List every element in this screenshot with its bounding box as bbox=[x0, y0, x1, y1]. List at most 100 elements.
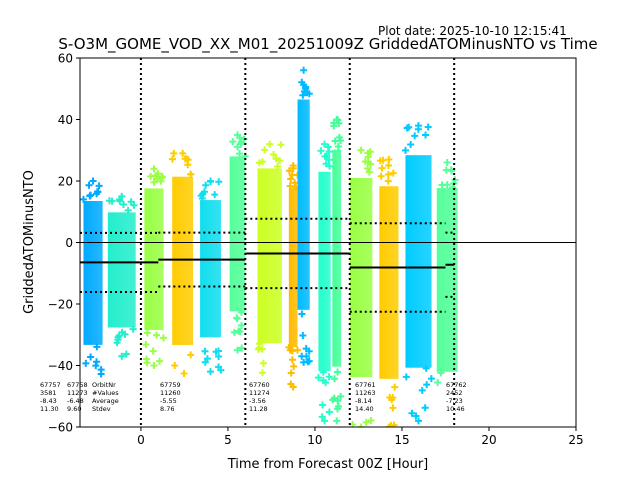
plus-marker bbox=[233, 314, 241, 322]
plus-marker bbox=[152, 331, 160, 339]
plus-marker bbox=[305, 90, 313, 98]
plus-marker bbox=[85, 181, 93, 189]
cluster-core bbox=[144, 188, 164, 331]
stat-row-label: OrbitNr bbox=[92, 381, 116, 389]
orbit-stat-text: 67760 bbox=[249, 381, 270, 389]
plus-marker bbox=[143, 359, 151, 367]
plus-marker bbox=[333, 116, 341, 123]
plus-marker bbox=[386, 393, 394, 401]
plus-marker bbox=[87, 191, 95, 199]
plus-marker bbox=[266, 140, 274, 148]
plus-marker bbox=[179, 149, 187, 157]
plus-marker bbox=[234, 327, 242, 335]
plus-marker bbox=[127, 198, 135, 206]
cluster-core bbox=[257, 168, 282, 344]
cluster-1 bbox=[105, 192, 138, 360]
plus-marker bbox=[443, 159, 451, 167]
plus-marker bbox=[319, 368, 327, 376]
orbit-stat-text: 14.40 bbox=[355, 405, 374, 413]
plus-marker bbox=[391, 383, 399, 391]
plus-marker bbox=[289, 383, 297, 391]
x-tick-label: 20 bbox=[481, 433, 496, 447]
cluster-core bbox=[379, 186, 399, 379]
plus-marker bbox=[424, 123, 432, 131]
y-tick-label: 0 bbox=[65, 236, 73, 250]
orbit-stat-text: -8.43 bbox=[40, 397, 57, 405]
plus-marker bbox=[317, 147, 325, 155]
plus-marker bbox=[335, 133, 343, 141]
plus-marker bbox=[122, 350, 130, 358]
plus-marker bbox=[337, 392, 345, 400]
plus-marker bbox=[422, 364, 430, 372]
plus-marker bbox=[156, 357, 164, 365]
plus-marker bbox=[364, 149, 372, 157]
cluster-core bbox=[229, 156, 246, 312]
plus-marker bbox=[80, 195, 87, 203]
plus-marker bbox=[170, 149, 178, 157]
x-tick-label: 25 bbox=[568, 433, 583, 447]
cluster-core bbox=[107, 212, 136, 328]
plus-marker bbox=[448, 167, 456, 175]
plus-marker bbox=[318, 413, 326, 421]
plus-marker bbox=[183, 155, 191, 163]
plus-marker bbox=[364, 165, 372, 173]
plus-marker bbox=[288, 347, 296, 355]
plus-marker bbox=[411, 132, 419, 140]
plus-marker bbox=[401, 146, 409, 154]
plus-marker bbox=[285, 343, 293, 351]
orbit-stat-text: 2452 bbox=[446, 389, 463, 397]
orbit-stat-text: -5.55 bbox=[160, 397, 177, 405]
plus-marker bbox=[240, 135, 248, 143]
plus-marker bbox=[384, 170, 392, 178]
plus-marker bbox=[335, 119, 343, 127]
plus-marker bbox=[113, 339, 121, 347]
stat-lines bbox=[80, 58, 576, 427]
cluster-3 bbox=[168, 149, 195, 378]
plus-marker bbox=[201, 358, 209, 366]
cluster-7 bbox=[285, 162, 301, 391]
cluster-core bbox=[318, 171, 331, 372]
orbit-stat-text: 67762 bbox=[446, 381, 467, 389]
plus-marker bbox=[95, 182, 103, 190]
plus-marker bbox=[385, 162, 393, 170]
plus-marker bbox=[270, 151, 278, 159]
plus-marker bbox=[258, 369, 266, 377]
plus-marker bbox=[157, 177, 165, 185]
plus-marker bbox=[298, 352, 306, 360]
plus-marker bbox=[202, 181, 210, 189]
plus-marker bbox=[407, 141, 415, 149]
plus-marker bbox=[389, 404, 397, 412]
plus-marker bbox=[256, 340, 264, 348]
plus-marker bbox=[300, 66, 308, 74]
cluster-2 bbox=[142, 165, 167, 369]
cluster-6 bbox=[254, 140, 285, 377]
y-tick-label: 60 bbox=[58, 52, 73, 66]
plus-marker bbox=[158, 173, 166, 181]
plus-marker bbox=[323, 152, 331, 160]
cluster-12 bbox=[376, 155, 399, 427]
plus-marker bbox=[319, 401, 327, 409]
cluster-core bbox=[172, 176, 194, 345]
cluster-9 bbox=[314, 140, 334, 425]
plus-marker bbox=[207, 368, 215, 376]
plus-marker bbox=[385, 423, 393, 427]
plus-marker bbox=[412, 412, 420, 420]
plus-marker bbox=[207, 177, 215, 185]
plus-marker bbox=[377, 172, 385, 180]
plus-marker bbox=[287, 175, 295, 183]
plus-marker bbox=[261, 146, 269, 154]
plus-marker bbox=[274, 162, 282, 170]
y-tick-label: 20 bbox=[58, 175, 73, 189]
plus-marker bbox=[365, 168, 373, 176]
plus-marker bbox=[259, 359, 267, 367]
plus-marker bbox=[314, 374, 322, 382]
orbit-stat-text: 11260 bbox=[160, 389, 181, 397]
plus-marker bbox=[418, 386, 426, 394]
plus-marker bbox=[115, 332, 123, 340]
x-tick-label: 5 bbox=[224, 433, 232, 447]
orbit-stat-text: -8.14 bbox=[355, 397, 372, 405]
plus-marker bbox=[238, 344, 246, 352]
plus-marker bbox=[423, 381, 431, 389]
